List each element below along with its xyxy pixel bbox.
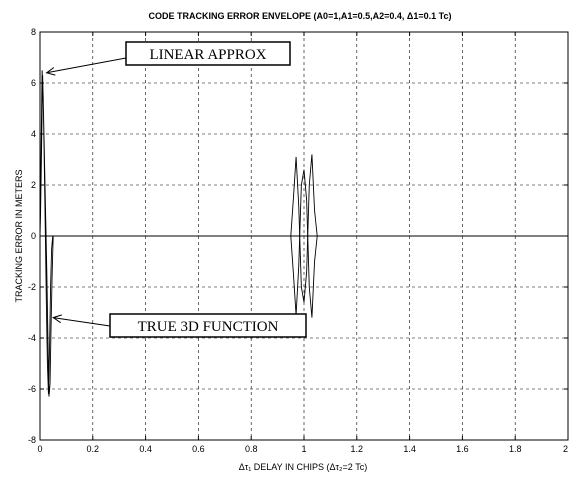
annotation-arrow [46, 57, 127, 74]
y-tick-label: 8 [31, 27, 36, 37]
y-tick-labels: 8 6 4 2 0 -2 -4 -6 -8 [28, 27, 36, 445]
x-tick-label: 1.4 [403, 444, 416, 454]
x-tick-label: 2 [563, 444, 568, 454]
annotation-label: LINEAR APPROX [149, 47, 266, 63]
x-axis-label: Δτ₁ DELAY IN CHIPS (Δτ₂=2 Tc) [239, 462, 368, 472]
series-line [290, 169, 318, 318]
y-tick-label: -2 [28, 282, 36, 292]
annotation-arrowhead [45, 67, 56, 76]
series-line [39, 70, 54, 397]
x-tick-label: 1.6 [456, 444, 469, 454]
chart-title: CODE TRACKING ERROR ENVELOPE (A0=1,A1=0.… [149, 11, 452, 21]
x-tick-label: 1.8 [509, 444, 522, 454]
x-tick-label: 1.2 [351, 444, 364, 454]
annotation-box [109, 313, 307, 338]
y-tick-label: -6 [28, 384, 36, 394]
x-tick-label: 0.4 [139, 444, 152, 454]
y-axis-label: TRACKING ERROR IN METERS [14, 169, 24, 302]
y-tick-label: 4 [31, 129, 36, 139]
x-tick-label: 1 [301, 444, 306, 454]
y-tick-label: 2 [31, 180, 36, 190]
annotation-label: TRUE 3D FUNCTION [138, 319, 279, 335]
annotation-arrowhead [52, 314, 62, 324]
x-tick-label: 0.6 [192, 444, 205, 454]
y-tick-label: -8 [28, 435, 36, 445]
annotation-box [125, 41, 291, 66]
y-tick-label: -4 [28, 333, 36, 343]
x-tick-label: 0 [37, 444, 42, 454]
y-tick-label: 0 [31, 231, 36, 241]
series-line [290, 154, 318, 303]
x-tick-labels: 0 0.2 0.4 0.6 0.8 1 1.2 1.4 1.6 1.8 2 [37, 444, 568, 454]
x-tick-label: 0.8 [245, 444, 258, 454]
axes [39, 31, 569, 441]
x-tick-label: 0.2 [87, 444, 100, 454]
y-tick-label: 6 [31, 78, 36, 88]
annotation-arrow [53, 317, 111, 327]
annotations: LINEAR APPROX TRUE 3D FUNCTION [45, 41, 307, 338]
curves [39, 70, 568, 397]
